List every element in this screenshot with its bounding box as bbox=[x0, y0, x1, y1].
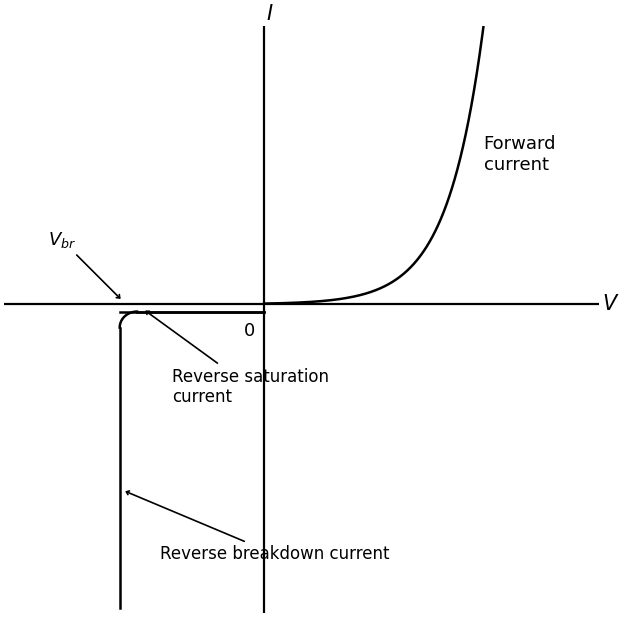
Text: Reverse breakdown current: Reverse breakdown current bbox=[126, 491, 389, 563]
Text: Forward
current: Forward current bbox=[484, 135, 556, 174]
Text: V: V bbox=[602, 294, 616, 313]
Text: $V_{br}$: $V_{br}$ bbox=[48, 230, 120, 298]
Text: Reverse saturation
current: Reverse saturation current bbox=[146, 311, 329, 407]
Text: 0: 0 bbox=[244, 322, 255, 340]
Text: I: I bbox=[267, 4, 273, 23]
